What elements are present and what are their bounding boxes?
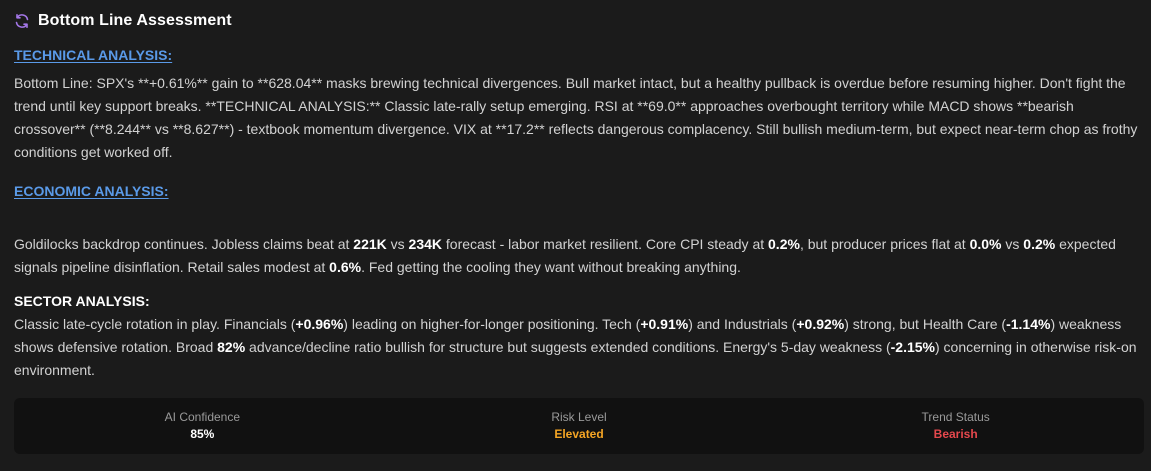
highlighted-value: +0.96% <box>295 316 344 332</box>
panel-title: Bottom Line Assessment <box>38 12 232 29</box>
economic-analysis-text: Goldilocks backdrop continues. Jobless c… <box>14 236 1116 275</box>
stat-trend-status: Trend Status Bearish <box>767 398 1144 454</box>
highlighted-value: 0.2% <box>1023 236 1056 252</box>
highlighted-value: -2.15% <box>890 339 935 355</box>
highlighted-value: +0.91% <box>640 316 689 332</box>
stat-risk-level: Risk Level Elevated <box>391 398 768 454</box>
technical-analysis-link[interactable]: TECHNICAL ANALYSIS: <box>14 47 173 63</box>
stats-bar: AI Confidence 85% Risk Level Elevated Tr… <box>14 398 1144 454</box>
highlighted-value: 221K <box>353 236 387 252</box>
stat-label: Risk Level <box>551 410 607 424</box>
stat-ai-confidence: AI Confidence 85% <box>14 398 391 454</box>
sector-analysis-text: Classic late-cycle rotation in play. Fin… <box>14 316 1137 378</box>
highlighted-value: +0.92% <box>796 316 845 332</box>
highlighted-value: 234K <box>408 236 442 252</box>
economic-analysis-link[interactable]: ECONOMIC ANALYSIS: <box>14 183 169 199</box>
stat-label: Trend Status <box>921 410 990 424</box>
highlighted-value: 0.6% <box>329 259 362 275</box>
refresh-icon[interactable] <box>14 13 30 29</box>
technical-analysis-text: Bottom Line: SPX's **+0.61%** gain to **… <box>14 75 1138 160</box>
highlighted-value: 0.2% <box>768 236 800 252</box>
highlighted-value: -1.14% <box>1006 316 1051 332</box>
stat-label: AI Confidence <box>164 410 241 424</box>
stat-value: 85% <box>190 427 215 441</box>
sector-analysis-heading: SECTOR ANALYSIS: <box>14 293 150 309</box>
stat-value: Bearish <box>933 427 978 441</box>
stat-value: Elevated <box>554 427 604 441</box>
highlighted-value: 82% <box>217 339 246 355</box>
highlighted-value: 0.0% <box>969 236 1002 252</box>
panel-header: Bottom Line Assessment <box>14 11 232 31</box>
